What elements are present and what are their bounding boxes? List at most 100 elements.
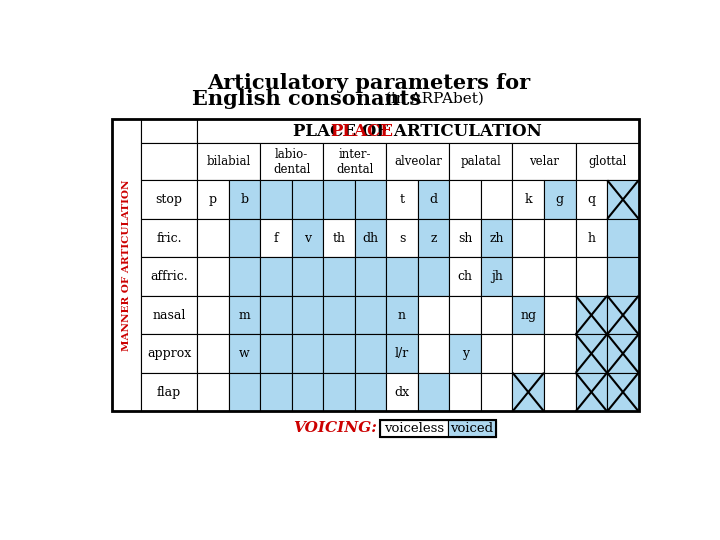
Bar xyxy=(141,257,197,296)
Text: dx: dx xyxy=(395,386,410,399)
Bar xyxy=(386,373,418,411)
Bar xyxy=(607,296,639,334)
Bar xyxy=(449,373,481,411)
Bar xyxy=(386,296,418,334)
Bar xyxy=(544,373,575,411)
Bar xyxy=(380,420,496,437)
Bar xyxy=(513,373,544,411)
Bar xyxy=(197,257,228,296)
Text: flap: flap xyxy=(157,386,181,399)
Bar xyxy=(260,334,292,373)
Bar xyxy=(197,296,228,334)
Bar xyxy=(228,180,260,219)
Bar xyxy=(449,296,481,334)
Bar xyxy=(386,257,418,296)
Bar xyxy=(481,219,513,257)
Bar xyxy=(481,180,513,219)
Bar xyxy=(292,180,323,219)
Bar xyxy=(607,334,639,373)
Bar xyxy=(355,219,386,257)
Text: nasal: nasal xyxy=(153,308,186,321)
Text: jh: jh xyxy=(491,270,503,283)
Bar xyxy=(141,219,197,257)
Bar xyxy=(260,257,292,296)
Bar xyxy=(292,373,323,411)
Text: inter-
dental: inter- dental xyxy=(336,148,374,176)
Bar xyxy=(197,119,639,143)
Bar xyxy=(575,334,607,373)
Text: fric.: fric. xyxy=(156,232,181,245)
Bar xyxy=(513,296,544,334)
Bar xyxy=(449,334,481,373)
Text: zh: zh xyxy=(490,232,504,245)
Text: alveolar: alveolar xyxy=(394,156,442,168)
Bar xyxy=(228,219,260,257)
Text: v: v xyxy=(304,232,311,245)
Bar xyxy=(386,219,418,257)
Bar xyxy=(386,143,449,180)
Bar xyxy=(228,373,260,411)
Bar xyxy=(292,334,323,373)
Bar xyxy=(112,119,639,411)
Bar xyxy=(141,334,197,373)
Bar xyxy=(418,373,449,411)
Bar xyxy=(449,180,481,219)
Bar xyxy=(355,180,386,219)
Bar xyxy=(418,180,449,219)
Text: glottal: glottal xyxy=(588,156,626,168)
Bar xyxy=(418,219,449,257)
Bar xyxy=(323,143,386,180)
Bar xyxy=(260,180,292,219)
Text: voiced: voiced xyxy=(451,422,494,435)
Bar xyxy=(355,296,386,334)
Text: p: p xyxy=(209,193,217,206)
Bar xyxy=(481,334,513,373)
Text: VOICING:: VOICING: xyxy=(293,421,377,435)
Bar xyxy=(607,180,639,219)
Bar xyxy=(292,257,323,296)
Bar xyxy=(141,373,197,411)
Bar xyxy=(141,180,197,219)
Text: n: n xyxy=(398,308,406,321)
Bar xyxy=(260,143,323,180)
Text: voiceless: voiceless xyxy=(384,422,444,435)
Bar xyxy=(228,257,260,296)
Text: m: m xyxy=(238,308,250,321)
Bar xyxy=(323,373,355,411)
Bar xyxy=(575,180,607,219)
Bar xyxy=(544,334,575,373)
Bar xyxy=(607,373,639,411)
Text: sh: sh xyxy=(458,232,472,245)
Text: bilabial: bilabial xyxy=(207,156,251,168)
Text: (in ARPAbet): (in ARPAbet) xyxy=(385,92,485,106)
Text: ch: ch xyxy=(458,270,472,283)
Bar xyxy=(141,143,197,180)
Text: d: d xyxy=(430,193,438,206)
Bar xyxy=(228,296,260,334)
Bar xyxy=(386,334,418,373)
Bar xyxy=(513,180,544,219)
Bar xyxy=(481,296,513,334)
Bar xyxy=(449,219,481,257)
Text: labio-
dental: labio- dental xyxy=(273,148,310,176)
Text: affric.: affric. xyxy=(150,270,188,283)
Bar xyxy=(141,119,197,143)
Bar xyxy=(481,257,513,296)
Bar xyxy=(386,180,418,219)
Text: f: f xyxy=(274,232,278,245)
Bar xyxy=(449,143,513,180)
Text: PLACE: PLACE xyxy=(330,123,394,139)
Bar xyxy=(607,219,639,257)
Bar xyxy=(513,334,544,373)
Text: h: h xyxy=(588,232,595,245)
Bar xyxy=(513,143,575,180)
Text: k: k xyxy=(524,193,532,206)
Bar xyxy=(292,219,323,257)
Text: g: g xyxy=(556,193,564,206)
Bar xyxy=(575,373,607,411)
Bar xyxy=(575,257,607,296)
Bar xyxy=(141,296,197,334)
Text: stop: stop xyxy=(156,193,183,206)
Bar xyxy=(418,257,449,296)
Bar xyxy=(323,180,355,219)
